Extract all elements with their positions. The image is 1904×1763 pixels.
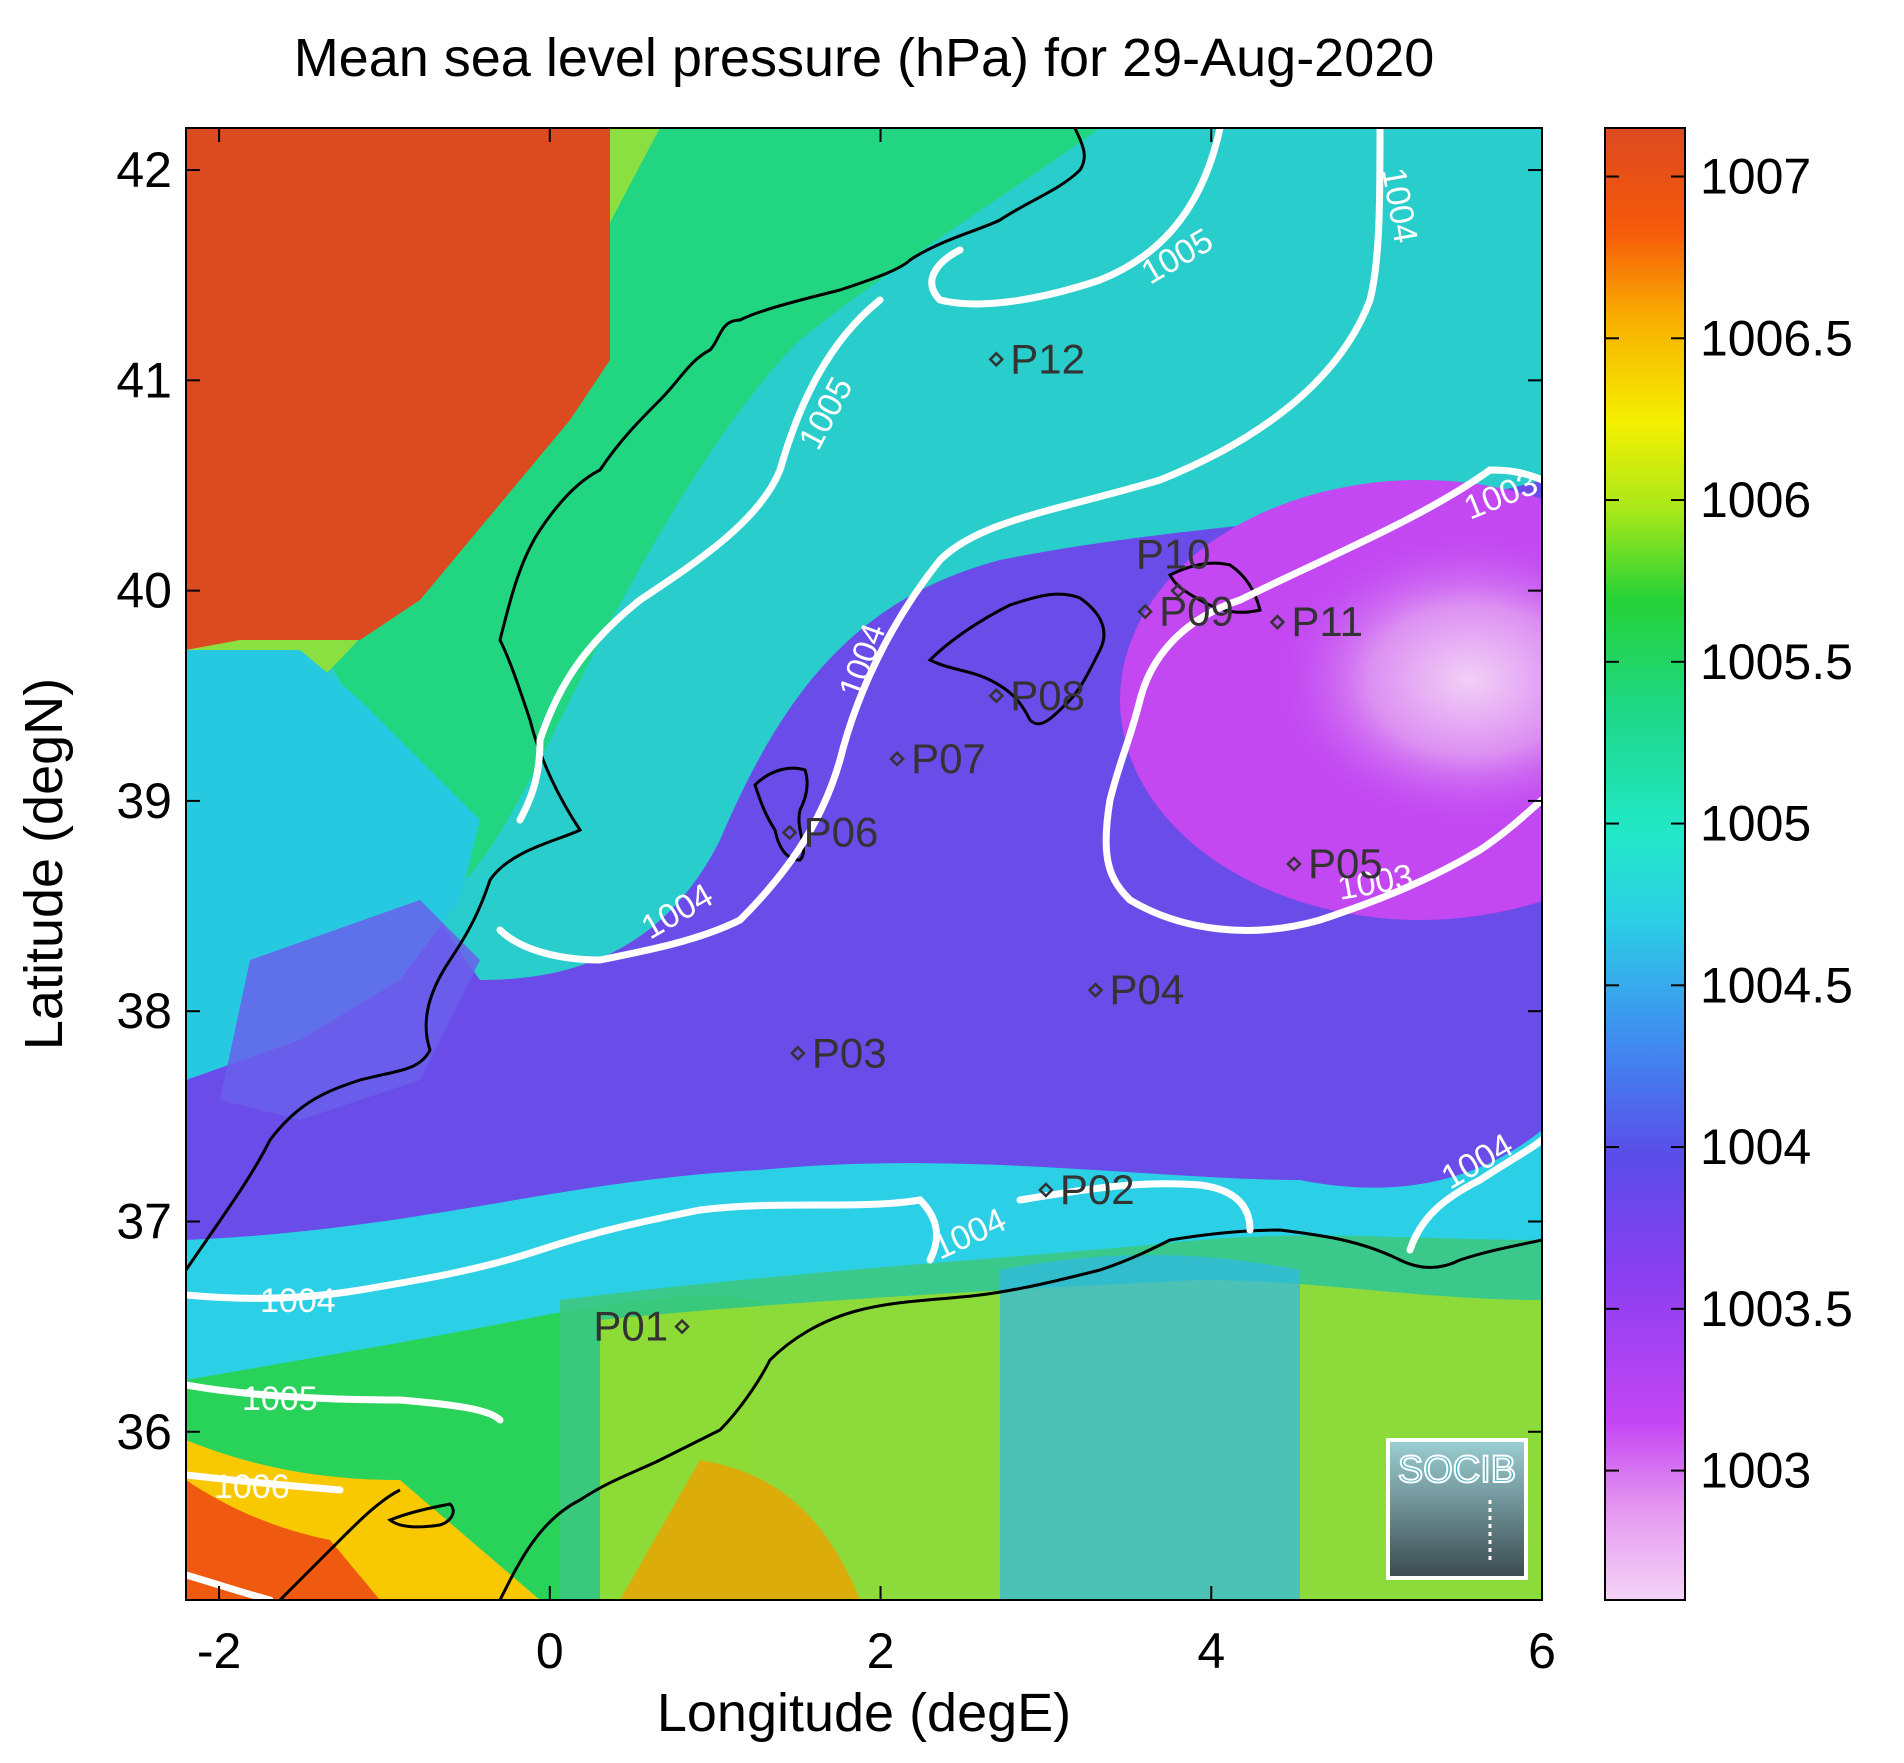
y-tick-label: 41 [116,352,172,408]
station-label: P08 [1010,672,1085,719]
station-label: P10 [1136,531,1211,578]
station-marker [1038,1182,1054,1198]
x-tick-label: 4 [1197,1623,1225,1679]
station-marker [1170,582,1186,599]
contour-label: 1005 [242,1380,318,1418]
colorbar-tick-label: 1007 [1700,149,1811,205]
y-tick-label: 39 [116,773,172,829]
colorbar-tick-label: 1006 [1700,472,1811,528]
y-tick-label: 42 [116,142,172,198]
colorbar-tick-label: 1005 [1700,796,1811,852]
colorbar-tick-label: 1006.5 [1700,310,1853,366]
station-marker [1137,603,1153,620]
station-marker [1087,982,1104,998]
coastline [186,128,1542,1600]
station-label: P03 [812,1029,887,1076]
colorbar-tick-label: 1004 [1700,1119,1811,1175]
colorbar-tick-label: 1003.5 [1700,1281,1853,1337]
station-label: P11 [1291,598,1363,645]
contour-label: 1006 [214,1468,290,1506]
logo-text: SOCIB [1398,1449,1516,1491]
x-axis-ticks: -2 0 2 4 6 [197,128,1556,1679]
station-marker [1269,614,1286,630]
x-tick-label: 6 [1528,1623,1556,1679]
station-marker [988,351,1005,368]
colorbar-tick-label: 1005.5 [1700,634,1853,690]
colorbar-tick-label: 1003 [1700,1443,1811,1499]
colorbar: 1003 1003.5 1004 1004.5 1005 1005.5 1006 1006.5… [1604,127,1853,1601]
x-axis-label: Longitude (degE) [657,1683,1071,1743]
x-tick-label: -2 [197,1623,241,1679]
plot-frame [185,127,1543,1601]
station-label: P12 [1010,335,1085,382]
station-label: P09 [1159,588,1234,635]
contour-label: 1004 [260,1282,336,1320]
colorbar-gradient [1604,127,1686,1601]
y-tick-label: 40 [116,563,172,619]
pressure-field [186,128,1542,1600]
x-tick-label: 0 [536,1623,564,1679]
y-tick-label: 37 [116,1193,172,1249]
pressure-contours [186,128,1542,1600]
y-axis-label: Latitude (degN) [14,678,74,1050]
station-label: P01 [593,1303,668,1350]
station-marker [674,1318,690,1335]
station-label: P04 [1110,966,1185,1013]
station-label: P07 [911,735,986,782]
y-tick-label: 36 [116,1404,172,1460]
station-marker [781,824,798,841]
station-markers: P01 P02 P03 P04 P05 P06 P07 P08 P09 P10 P11 P12 [593,335,1382,1349]
y-axis-ticks: 36 37 38 39 40 41 42 [116,142,1542,1460]
logo-socib: SOCIB [1386,1438,1528,1580]
colorbar-tick-label: 1004.5 [1700,957,1853,1013]
chart-title: Mean sea level pressure (hPa) for 29-Aug… [294,28,1435,88]
station-label: P06 [804,808,879,855]
station-marker [790,1045,806,1062]
station-marker [889,751,905,767]
x-tick-label: 2 [867,1623,895,1679]
station-marker [1286,856,1302,872]
station-label: P02 [1060,1166,1135,1213]
station-label: P05 [1308,840,1383,887]
y-tick-label: 38 [116,983,172,1039]
station-marker [988,688,1005,704]
colorbar-ticks: 1003 1003.5 1004 1004.5 1005 1005.5 1006 1006.5… [1605,149,1853,1499]
